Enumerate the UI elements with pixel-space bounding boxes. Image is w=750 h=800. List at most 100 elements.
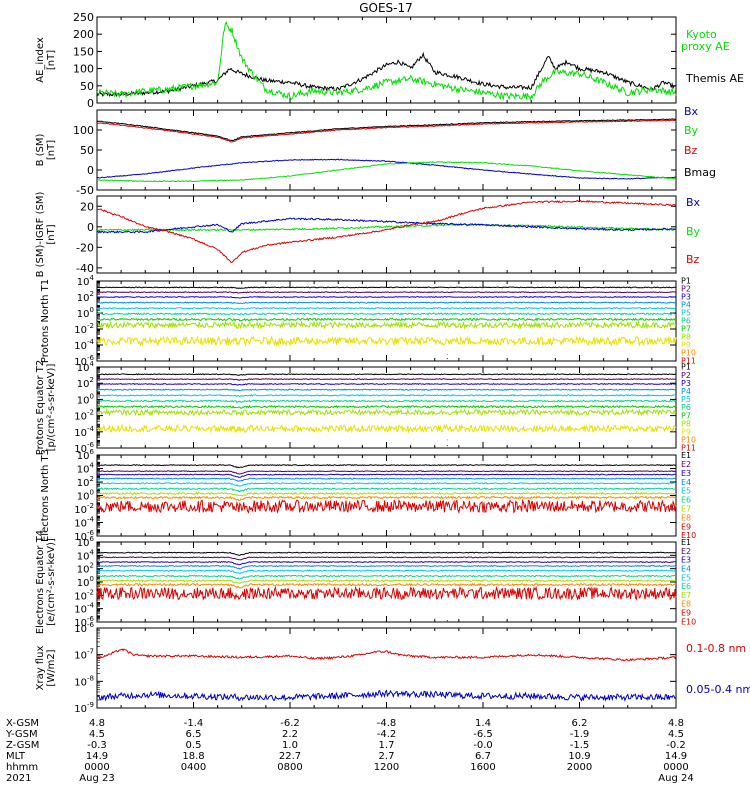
y-tick-label: 10-8 (74, 674, 94, 688)
legend-entry-bz: Bz (684, 144, 698, 157)
footer-value: 18.8 (182, 751, 204, 762)
y-tick-label-exponent: 2 (90, 290, 94, 298)
legend-entry: P11 (681, 444, 696, 453)
y-axis-label-line: Protons North T1 (40, 279, 51, 363)
y-tick-label-exponent: 0 (90, 306, 94, 314)
legend-entry: E4 (681, 478, 691, 487)
y-tick-label: 100 (77, 575, 94, 589)
y-tick-label: 10-4 (74, 516, 94, 530)
legend-entry-xray-short: 0.05-0.4 nm (686, 683, 750, 696)
legend-entry: P10 (681, 349, 696, 358)
series-line-bx (96, 158, 677, 180)
y-tick-label: 10-6 (74, 441, 94, 455)
footer-value: 1600 (470, 762, 495, 773)
y-axis-label-line: [nT] (46, 50, 57, 70)
y-tick-label: 200 (73, 28, 94, 41)
legend-entry: P3 (681, 379, 691, 388)
legend-entry-line: Kyoto (686, 28, 717, 41)
y-tick-label: 10-6 (74, 621, 94, 635)
series-line-p7 (96, 404, 677, 409)
footer-value: 4.8 (668, 718, 684, 729)
legend-entry: P4 (681, 387, 691, 396)
series-line-p4 (96, 301, 676, 305)
y-axis-label-line: Protons Equator T2 (35, 360, 46, 456)
orbit-footer: X-GSM 4.8 -1.4 -6.2 -4.8 1.4 6.2 4.8 Y-GSM 4.5 6.5… (5, 718, 694, 784)
y-tick-label: 100 (73, 124, 94, 137)
footer-value: 2.2 (282, 729, 298, 740)
legend-entry: E6 (681, 496, 691, 505)
footer-value: -6.5 (473, 729, 493, 740)
y-tick-label: 250 (73, 11, 94, 24)
series-line-e8 (96, 582, 677, 589)
legend-entry: P7 (681, 325, 691, 334)
y-tick-label: 100 (77, 306, 94, 320)
y-axis-label-line: [nT] (46, 140, 57, 160)
y-tick-label-base: 10 (74, 605, 87, 616)
legend-entry: P5 (681, 309, 691, 318)
footer-value: 1.4 (475, 718, 491, 729)
y-tick-label-exponent: 0 (90, 489, 94, 497)
legend-entry: P4 (681, 301, 691, 310)
y-tick-label: 10-4 (74, 602, 94, 616)
series-line-e2 (96, 556, 677, 561)
footer-row-label: MLT (6, 751, 26, 762)
y-tick-label-base: 10 (77, 565, 90, 576)
footer-value: -0.3 (87, 740, 107, 751)
legend-entry-xray-long: 0.1-0.8 nm (686, 642, 746, 655)
y-axis-label-line: [W/m2] (46, 649, 57, 686)
series-line-xray-short (96, 689, 677, 702)
footer-value: 1.0 (282, 740, 298, 751)
y-tick-label: 10-6 (74, 354, 94, 368)
y-tick-label-exponent: -7 (87, 648, 94, 656)
y-tick-label-base: 10 (74, 428, 87, 439)
footer-year: 2021 (6, 773, 31, 784)
y-tick-label-base: 10 (77, 478, 90, 489)
footer-date-start: Aug 23 (79, 773, 114, 784)
y-tick-label-exponent: 4 (90, 274, 95, 282)
y-axis-label-line: Xray flux (35, 646, 46, 691)
series-line-e9 (96, 498, 677, 515)
series-line-p6 (96, 399, 677, 404)
legend-entry: E8 (681, 513, 691, 522)
series-line-kyoto-proxy-ae (96, 21, 677, 102)
legend-entry: E6 (681, 582, 691, 591)
legend-entry: E3 (681, 556, 691, 565)
footer-value: -1.5 (570, 740, 590, 751)
footer-value: 6.7 (475, 751, 491, 762)
y-tick-label-exponent: 0 (90, 392, 94, 400)
y-tick-label-exponent: -2 (87, 322, 94, 330)
y-tick-label: -40 (76, 262, 94, 275)
y-tick-label-base: 10 (74, 677, 87, 688)
legend-entry: P6 (681, 403, 691, 412)
series-line-xray-long (96, 648, 677, 662)
y-axis-label: Electrons Equator T4[e/(cm²-s-sr-keV)] (35, 530, 57, 634)
legend-entry: P9 (681, 341, 691, 350)
y-tick-label: 10-7 (74, 648, 94, 662)
y-tick-label: -50 (76, 184, 94, 197)
legend-entry: E7 (681, 591, 691, 600)
y-tick-label-exponent: -6 (87, 615, 95, 623)
footer-value: -1.9 (570, 729, 590, 740)
footer-value: -0.0 (473, 740, 493, 751)
y-tick-label: 10-4 (74, 425, 94, 439)
footer-value: -4.8 (377, 718, 397, 729)
y-tick-label-base: 10 (74, 412, 87, 423)
footer-value: 14.9 (665, 751, 687, 762)
legend-entry: P8 (681, 333, 691, 342)
y-tick-label-exponent: 2 (90, 475, 94, 483)
legend-entry-bz: Bz (686, 253, 700, 266)
legend-entry: E9 (681, 608, 691, 617)
series-line-p3 (96, 382, 676, 386)
legend-entry: E5 (681, 487, 691, 496)
series-line-p9 (96, 423, 677, 434)
legend-entry: E8 (681, 600, 691, 609)
series-line-p2 (96, 378, 677, 381)
y-tick-label: 102 (77, 562, 94, 576)
y-axis-label-line: [p/(cm²-s-sr-keV)] (46, 364, 57, 452)
y-tick-label: 102 (77, 376, 94, 390)
y-tick-label-base: 10 (77, 492, 90, 503)
series-line-e9 (96, 585, 677, 601)
footer-value: 0000 (663, 762, 688, 773)
